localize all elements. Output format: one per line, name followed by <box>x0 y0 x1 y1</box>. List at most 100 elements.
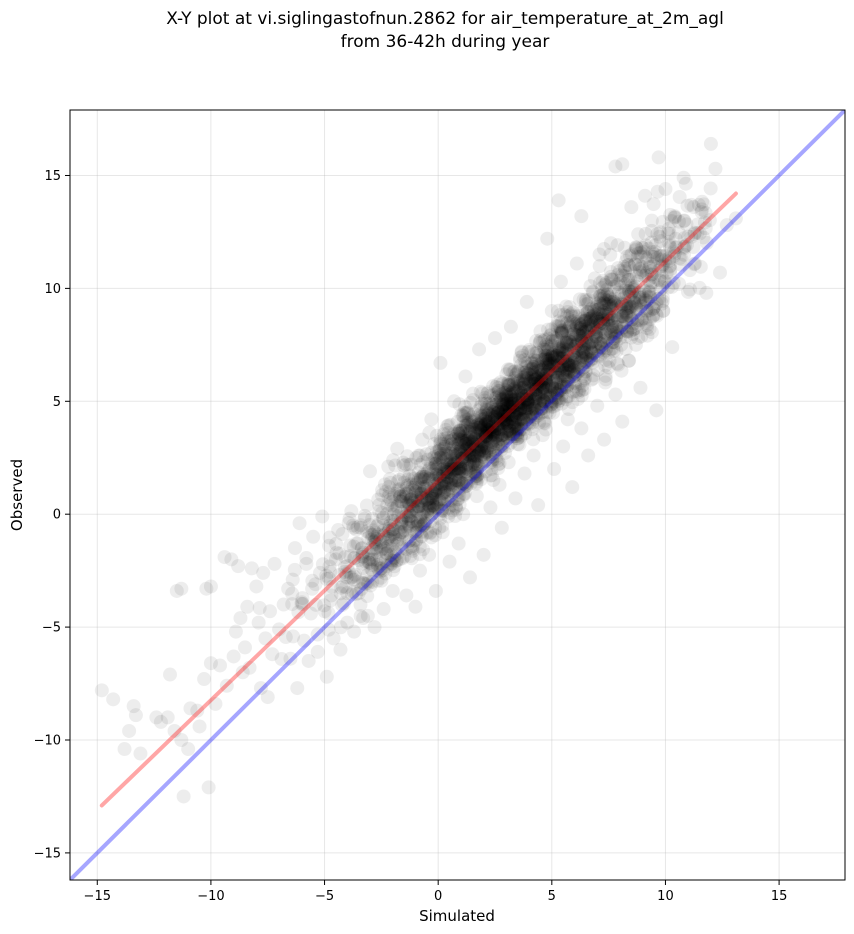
scatter-point <box>374 556 389 571</box>
scatter-point <box>437 497 452 512</box>
scatter-point <box>565 480 580 495</box>
scatter-point <box>575 383 590 398</box>
scatter-point <box>453 423 468 438</box>
scatter-point <box>550 380 565 395</box>
scatter-point <box>501 455 516 470</box>
scatter-point <box>666 244 681 259</box>
scatter-point <box>561 320 576 335</box>
scatter-point <box>519 383 534 398</box>
scatter-point <box>699 285 714 300</box>
scatter-point <box>486 427 501 442</box>
scatter-point <box>661 226 676 241</box>
scatter-point <box>351 574 366 589</box>
scatter-point <box>425 489 440 504</box>
scatter-point <box>599 312 614 327</box>
scatter-point <box>455 476 470 491</box>
scatter-point <box>636 244 651 259</box>
scatter-point <box>567 376 582 391</box>
scatter-point <box>511 384 526 399</box>
scatter-point <box>473 432 488 447</box>
scatter-point <box>645 267 660 282</box>
scatter-point <box>517 377 532 392</box>
scatter-point <box>485 439 500 454</box>
scatter-point <box>617 259 632 274</box>
scatter-point <box>541 378 556 393</box>
scatter-point <box>338 580 353 595</box>
scatter-point <box>470 471 485 486</box>
scatter-point <box>417 481 432 496</box>
scatter-point <box>523 410 538 425</box>
scatter-point <box>591 343 606 358</box>
scatter-point <box>402 519 417 534</box>
scatter-point <box>490 453 505 468</box>
scatter-point <box>469 439 484 454</box>
scatter-point <box>444 477 459 492</box>
scatter-point <box>474 409 489 424</box>
scatter-point <box>478 413 493 428</box>
scatter-point <box>575 304 590 319</box>
scatter-point <box>486 433 501 448</box>
scatter-point <box>527 394 542 409</box>
scatter-point <box>593 336 608 351</box>
scatter-point <box>435 518 450 533</box>
scatter-point <box>443 456 458 471</box>
scatter-point <box>584 301 599 316</box>
scatter-point <box>614 296 629 311</box>
scatter-point <box>435 478 450 493</box>
scatter-point <box>631 313 646 328</box>
scatter-point <box>610 356 625 371</box>
scatter-point <box>586 304 601 319</box>
scatter-point <box>579 337 594 352</box>
scatter-point <box>396 492 411 507</box>
scatter-point <box>404 492 419 507</box>
scatter-point <box>473 416 488 431</box>
scatter-point <box>440 464 455 479</box>
scatter-point <box>495 376 510 391</box>
scatter-point <box>569 384 584 399</box>
scatter-point <box>642 322 657 337</box>
scatter-point <box>477 440 492 455</box>
scatter-point <box>608 319 623 334</box>
scatter-point <box>433 450 448 465</box>
scatter-point <box>614 363 629 378</box>
scatter-point <box>507 400 522 415</box>
scatter-point <box>495 415 510 430</box>
scatter-point <box>491 461 506 476</box>
scatter-point <box>703 136 718 151</box>
scatter-point <box>457 405 472 420</box>
scatter-point <box>507 371 522 386</box>
scatter-point <box>425 498 440 513</box>
scatter-point <box>654 269 669 284</box>
scatter-point <box>538 348 553 363</box>
scatter-point <box>618 329 633 344</box>
scatter-point <box>494 410 509 425</box>
scatter-point <box>614 321 629 336</box>
scatter-point <box>680 198 695 213</box>
scatter-point <box>436 473 451 488</box>
scatter-point <box>499 397 514 412</box>
scatter-point <box>457 486 472 501</box>
scatter-point <box>600 287 615 302</box>
scatter-point <box>665 340 680 355</box>
scatter-point <box>569 319 584 334</box>
scatter-point <box>620 257 635 272</box>
scatter-point <box>469 489 484 504</box>
scatter-point <box>542 405 557 420</box>
scatter-point <box>510 415 525 430</box>
scatter-point <box>167 723 182 738</box>
scatter-point <box>542 359 557 374</box>
scatter-point <box>560 349 575 364</box>
scatter-point <box>507 381 522 396</box>
scatter-point <box>694 202 709 217</box>
scatter-point <box>504 411 519 426</box>
scatter-point <box>362 552 377 567</box>
scatter-point <box>624 320 639 335</box>
scatter-point <box>602 309 617 324</box>
scatter-point <box>524 406 539 421</box>
scatter-point <box>632 287 647 302</box>
scatter-point <box>510 393 525 408</box>
scatter-point <box>654 296 669 311</box>
scatter-point <box>429 461 444 476</box>
scatter-point <box>509 429 524 444</box>
scatter-point <box>456 408 471 423</box>
